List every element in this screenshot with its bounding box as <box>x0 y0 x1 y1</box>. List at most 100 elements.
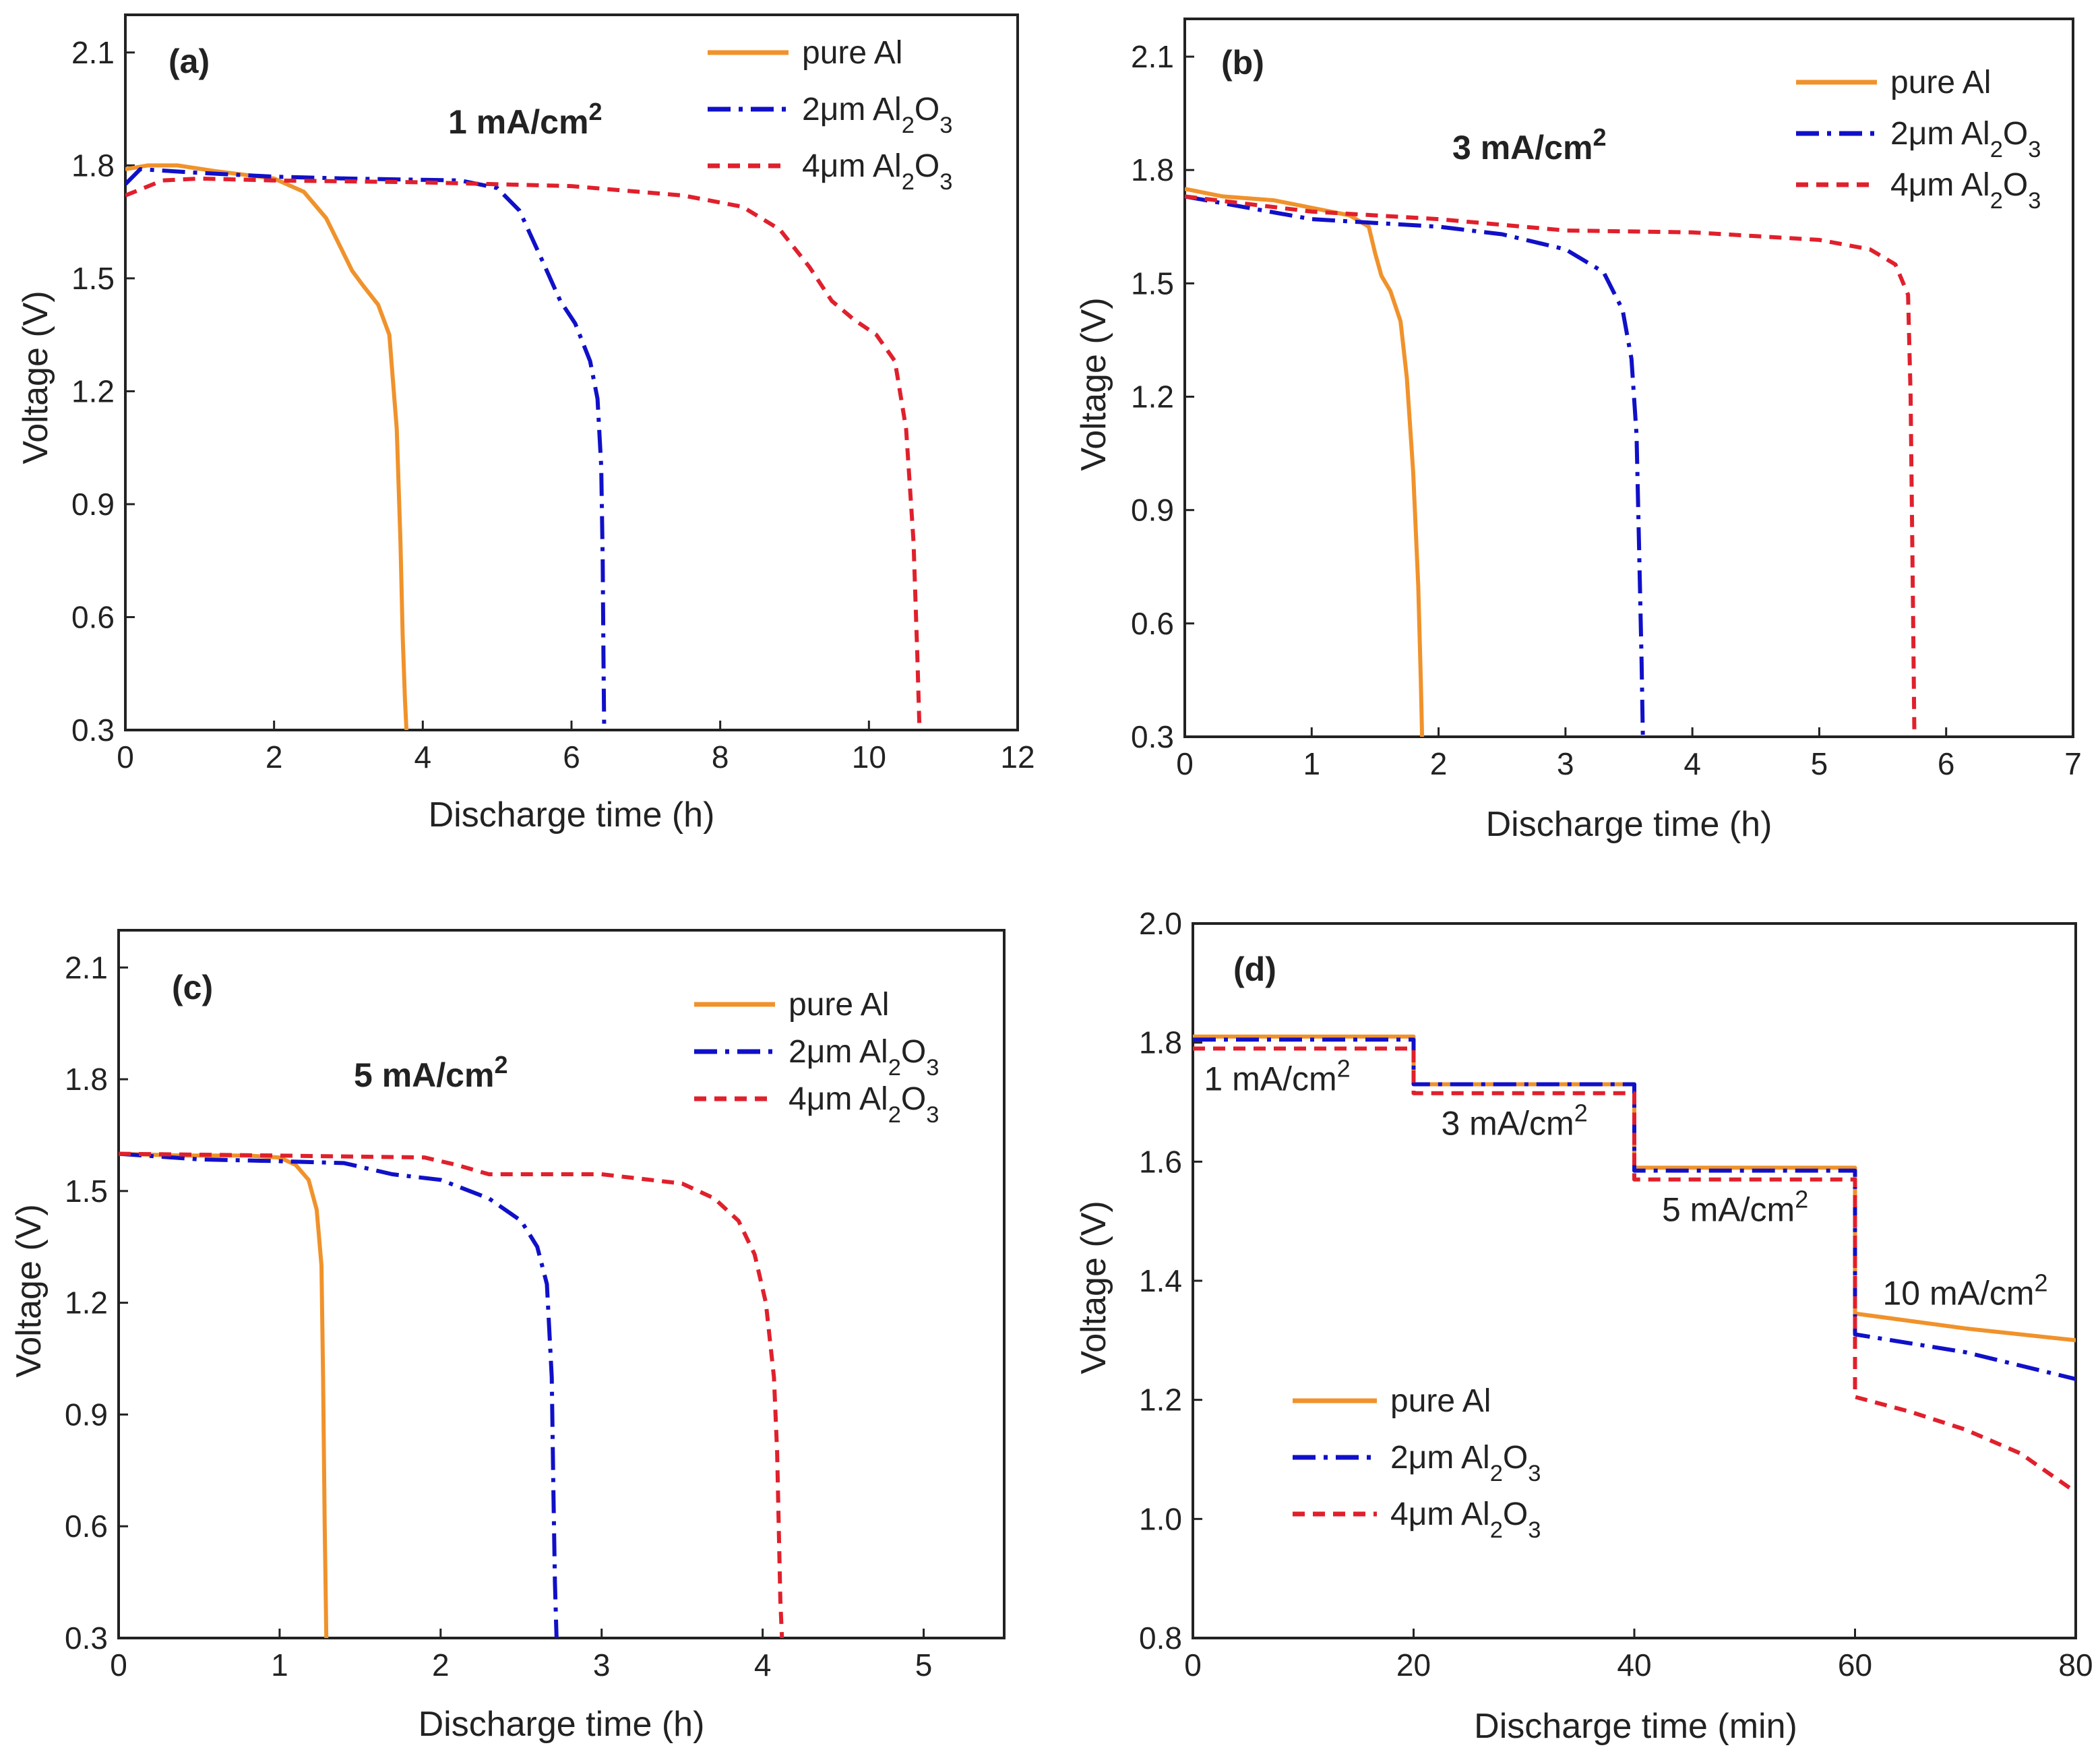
y-tick-label: 0.9 <box>65 1397 108 1432</box>
step-label: 5 mA/cm2 <box>1662 1185 1808 1229</box>
panel-label: (a) <box>168 42 210 80</box>
panel-label: (b) <box>1221 44 1264 82</box>
panel-label: (d) <box>1233 950 1276 988</box>
y-tick-label: 0.6 <box>71 599 115 634</box>
x-axis-title: Discharge time (min) <box>1474 1707 1797 1746</box>
y-tick-label: 1.2 <box>71 373 115 408</box>
series-group <box>125 163 922 730</box>
series-4um-al2o3 <box>125 176 922 730</box>
y-tick-label: 1.0 <box>1139 1501 1182 1536</box>
x-tick-label: 4 <box>1684 746 1701 781</box>
x-tick-label: 4 <box>414 739 432 775</box>
y-tick-label: 1.8 <box>1131 152 1174 187</box>
y-tick-label: 0.9 <box>1131 493 1174 528</box>
x-tick-label: 3 <box>1557 746 1574 781</box>
legend-entry: pure Al <box>789 987 889 1023</box>
y-tick-label: 0.9 <box>71 487 115 522</box>
legend-entry: 4μm Al2O3 <box>789 1081 939 1128</box>
series-4um-al2o3 <box>119 1151 784 1638</box>
legend-entry: 4μm Al2O3 <box>1390 1496 1541 1543</box>
panel-b: 0 1 2 3 4 5 6 7 0.3 0.6 0.9 1.2 1.5 1.8 2.1 (b) 3 mA/c… <box>1074 18 2082 844</box>
series-group <box>1185 187 1917 737</box>
legend-entry: 2μm Al2O3 <box>789 1034 939 1081</box>
x-tick-label: 40 <box>1617 1647 1651 1683</box>
x-tick-label: 6 <box>563 739 580 775</box>
current-density-annotation: 3 mA/cm2 <box>1452 123 1606 167</box>
y-tick-label: 0.6 <box>65 1509 108 1544</box>
x-tick-label: 0 <box>110 1647 127 1683</box>
series-group <box>1193 1034 2076 1494</box>
y-axis-title: Voltage (V) <box>9 1204 49 1377</box>
y-tick-label: 1.8 <box>71 148 115 183</box>
series-pure-al <box>119 1151 329 1638</box>
x-tick-label: 0 <box>1184 1647 1202 1683</box>
x-tick-label: 0 <box>1176 746 1194 781</box>
x-tick-label: 7 <box>2064 746 2082 781</box>
y-tick-label: 1.5 <box>1131 266 1174 301</box>
y-tick-label: 1.2 <box>1131 380 1174 415</box>
step-label: 3 mA/cm2 <box>1441 1099 1587 1143</box>
y-tick-label: 0.3 <box>1131 719 1174 754</box>
y-axis-title: Voltage (V) <box>16 291 55 464</box>
x-tick-label: 20 <box>1396 1647 1431 1683</box>
x-tick-label: 5 <box>1811 746 1828 781</box>
step-label: 10 mA/cm2 <box>1882 1269 2047 1312</box>
y-tick-label: 2.1 <box>65 950 108 985</box>
legend-entry: 4μm Al2O3 <box>1890 167 2041 214</box>
y-tick-label: 1.2 <box>1139 1383 1182 1418</box>
y-tick-label: 0.8 <box>1139 1621 1182 1656</box>
current-density-annotation: 1 mA/cm2 <box>448 98 602 142</box>
y-tick-label: 1.5 <box>65 1174 108 1209</box>
series-2um-al2o3 <box>125 167 607 730</box>
current-density-annotation: 5 mA/cm2 <box>354 1051 507 1095</box>
plot-frame <box>1183 18 2074 738</box>
legend-entry: 4μm Al2O3 <box>802 148 952 195</box>
legend-entry: pure Al <box>802 35 902 71</box>
x-axis-title: Discharge time (h) <box>1486 805 1772 844</box>
legend-entry: pure Al <box>1390 1383 1491 1419</box>
legend: pure Al 2μm Al2O3 4μm Al2O3 <box>1293 1383 1541 1543</box>
series-2um-al2o3 <box>1185 194 1645 737</box>
y-tick-label: 2.1 <box>1131 39 1174 74</box>
legend-entry: 2μm Al2O3 <box>1890 116 2041 162</box>
x-tick-label: 10 <box>852 739 886 775</box>
step-label: 1 mA/cm2 <box>1204 1054 1350 1098</box>
y-axis-title: Voltage (V) <box>1074 297 1113 471</box>
plot-frame <box>117 929 1006 1639</box>
series-4um-al2o3 <box>1185 194 1917 737</box>
legend-entry: pure Al <box>1890 65 1991 100</box>
y-tick-label: 1.8 <box>1139 1025 1182 1060</box>
y-tick-label: 1.5 <box>71 261 115 296</box>
y-tick-label: 1.8 <box>65 1062 108 1097</box>
panel-c: 0 1 2 3 4 5 0.3 0.6 0.9 1.2 1.5 1.8 2.1 (c) 5 mA/cm2… <box>9 929 1006 1744</box>
legend-entry: 2μm Al2O3 <box>802 92 952 138</box>
x-tick-label: 2 <box>432 1647 450 1683</box>
legend: pure Al 2μm Al2O3 4μm Al2O3 <box>708 35 952 195</box>
x-axis-title: Discharge time (h) <box>429 795 715 835</box>
y-axis-title: Voltage (V) <box>1074 1201 1113 1374</box>
x-tick-label: 1 <box>1303 746 1320 781</box>
x-tick-label: 4 <box>754 1647 772 1683</box>
x-tick-label: 12 <box>1000 739 1034 775</box>
x-tick-label: 2 <box>1430 746 1448 781</box>
y-tick-label: 2.1 <box>71 35 115 70</box>
legend-entry: 2μm Al2O3 <box>1390 1440 1541 1486</box>
x-tick-label: 5 <box>915 1647 933 1683</box>
y-tick-label: 0.3 <box>65 1621 108 1656</box>
panel-a: 0 2 4 6 8 10 12 0.3 0.6 0.9 1.2 1.5 1.8 2.1 (a) 1 mA/… <box>16 13 1035 835</box>
panel-d: 0 20 40 60 80 0.8 1.0 1.2 1.4 1.6 1.8 2.0 (d) 1 mA/… <box>1074 906 2093 1746</box>
step-labels: 1 mA/cm2 3 mA/cm2 5 mA/cm2 10 mA/cm2 <box>1204 1054 2047 1312</box>
x-tick-label: 2 <box>266 739 283 775</box>
x-tick-label: 60 <box>1838 1647 1872 1683</box>
x-tick-label: 8 <box>712 739 729 775</box>
panel-label: (c) <box>172 969 213 1006</box>
series-pure-al <box>125 163 409 730</box>
x-tick-label: 80 <box>2058 1647 2093 1683</box>
y-tick-label: 1.2 <box>65 1285 108 1321</box>
series-2um-al2o3 <box>119 1151 559 1638</box>
x-tick-label: 6 <box>1938 746 1955 781</box>
legend: pure Al 2μm Al2O3 4μm Al2O3 <box>1796 65 2041 214</box>
series-pure-al <box>1185 187 1425 737</box>
